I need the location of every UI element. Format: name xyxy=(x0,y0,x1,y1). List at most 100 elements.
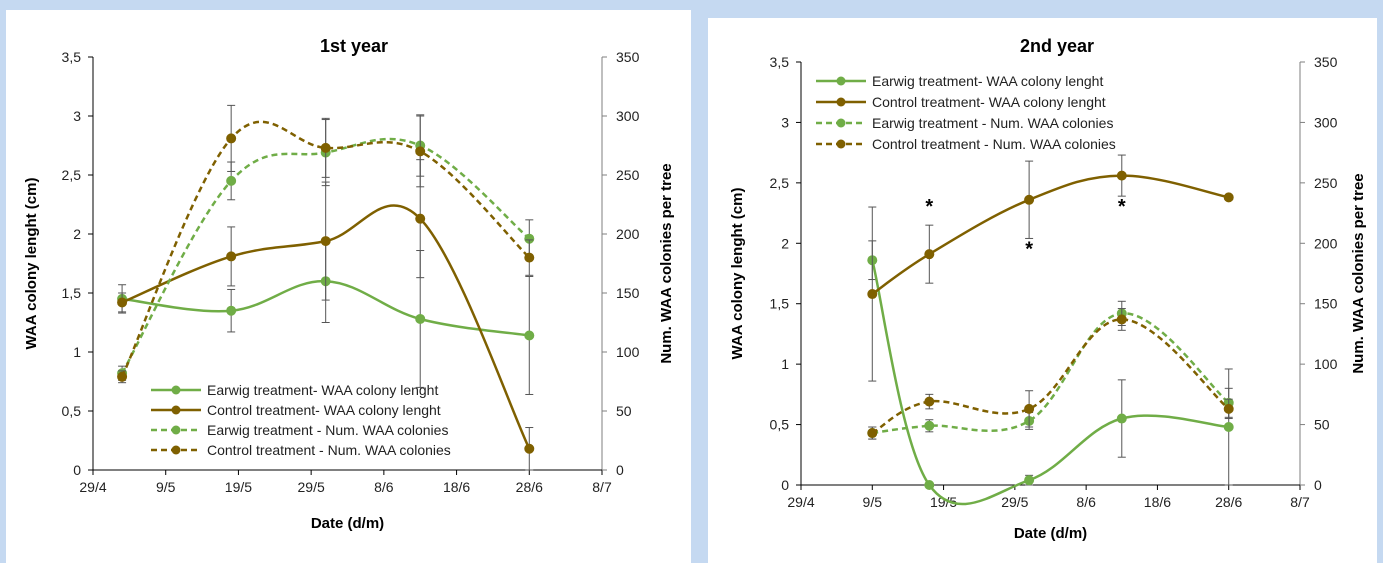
legend-marker xyxy=(836,139,846,149)
x-axis-label: Date (d/m) xyxy=(311,515,384,532)
y2-tick-label: 250 xyxy=(616,167,640,183)
data-point xyxy=(1116,413,1127,424)
legend-marker xyxy=(836,76,846,86)
legend-marker xyxy=(836,118,846,128)
legend-marker xyxy=(836,97,846,107)
y2-axis-label: Num. WAA colonies per tree xyxy=(1350,173,1367,373)
data-point xyxy=(226,251,237,262)
y2-tick-label: 100 xyxy=(616,344,640,360)
series-line-1 xyxy=(871,259,1229,506)
significance-marker: * xyxy=(1025,238,1033,260)
x-tick-label: 8/6 xyxy=(1076,494,1096,510)
y-tick-label: 1 xyxy=(73,344,81,360)
chart-title: 1st year xyxy=(320,36,388,56)
series-line-4 xyxy=(871,318,1230,435)
data-point xyxy=(867,289,878,300)
data-point xyxy=(415,313,426,324)
y2-axis-label: Num. WAA colonies per tree xyxy=(658,163,675,363)
x-tick-label: 18/6 xyxy=(443,479,470,495)
legend-label: Control treatment - Num. WAA colonies xyxy=(207,442,451,458)
chart-panel-1st-year: 1st year 29/4 9/5 19/5 29/5 8/6 18/6 28/6 8/7 0 0,… xyxy=(6,10,691,563)
legend-marker xyxy=(171,405,181,415)
y2-tick-label: 0 xyxy=(1314,477,1322,493)
x-tick-label: 29/4 xyxy=(79,479,106,495)
data-point xyxy=(867,428,878,439)
x-tick-label: 9/5 xyxy=(156,479,176,495)
x-tick-label: 28/6 xyxy=(1215,494,1242,510)
y-tick-label: 0,5 xyxy=(62,403,82,419)
data-point xyxy=(117,371,128,382)
chart-panel-2nd-year: 2nd year 29/4 9/5 19/5 29/5 8/6 18/6 28/6 8/7 0 0,… xyxy=(708,18,1377,563)
data-point xyxy=(415,146,426,157)
data-point xyxy=(1116,314,1127,325)
data-point xyxy=(226,175,237,186)
y-tick-label: 1 xyxy=(781,356,789,372)
y-axis-label: WAA colony lenght (cm) xyxy=(23,178,40,350)
legend-label: Control treatment- WAA colony lenght xyxy=(872,94,1106,110)
x-tick-label: 28/6 xyxy=(516,479,543,495)
legend-label: Earwig treatment - Num. WAA colonies xyxy=(207,422,448,438)
series-line-2 xyxy=(121,204,531,450)
legend-label: Earwig treatment- WAA colony lenght xyxy=(207,382,438,398)
y-tick-label: 3 xyxy=(781,114,789,130)
y-tick-label: 0 xyxy=(781,477,789,493)
x-tick-label: 9/5 xyxy=(863,494,883,510)
data-point xyxy=(524,330,535,341)
y2-tick-label: 250 xyxy=(1314,175,1338,191)
x-tick-label: 29/5 xyxy=(1001,494,1028,510)
data-point xyxy=(524,443,535,454)
y-tick-label: 2 xyxy=(781,235,789,251)
legend-marker xyxy=(171,385,181,395)
y2-tick-label: 350 xyxy=(1314,54,1338,70)
y2-tick-label: 200 xyxy=(1314,235,1338,251)
y2-tick-label: 150 xyxy=(1314,296,1338,312)
y2-tick-label: 200 xyxy=(616,226,640,242)
y-tick-label: 3,5 xyxy=(62,49,82,65)
y-tick-label: 1,5 xyxy=(770,296,790,312)
y-tick-label: 2,5 xyxy=(770,175,790,191)
series-line-2 xyxy=(871,174,1229,296)
y2-tick-label: 50 xyxy=(1314,417,1330,433)
y-tick-label: 0 xyxy=(73,462,81,478)
x-tick-label: 8/6 xyxy=(374,479,394,495)
data-point xyxy=(924,249,935,260)
y-tick-label: 2,5 xyxy=(62,167,82,183)
y2-tick-label: 150 xyxy=(616,285,640,301)
data-point xyxy=(524,252,535,263)
legend-marker xyxy=(171,425,181,435)
data-point xyxy=(924,396,935,407)
y2-tick-label: 100 xyxy=(1314,356,1338,372)
x-axis-label: Date (d/m) xyxy=(1014,525,1087,542)
significance-marker: * xyxy=(925,196,933,218)
y-tick-label: 3 xyxy=(73,108,81,124)
y-tick-label: 2 xyxy=(73,226,81,242)
legend-label: Control treatment- WAA colony lenght xyxy=(207,402,441,418)
series-line-3 xyxy=(872,312,1230,435)
y-axis-label: WAA colony lenght (cm) xyxy=(729,188,746,360)
legend-marker xyxy=(171,445,181,455)
data-point xyxy=(1223,403,1234,414)
data-point xyxy=(320,142,331,153)
x-tick-label: 8/7 xyxy=(1290,494,1310,510)
data-point xyxy=(226,133,237,144)
data-point xyxy=(415,213,426,224)
y2-tick-label: 0 xyxy=(616,462,624,478)
data-point xyxy=(1024,403,1035,414)
y2-tick-label: 300 xyxy=(616,108,640,124)
data-point xyxy=(320,236,331,247)
significance-marker: * xyxy=(1118,196,1126,218)
data-point xyxy=(1116,170,1127,181)
legend-label: Earwig treatment- WAA colony lenght xyxy=(872,73,1103,89)
y-tick-label: 1,5 xyxy=(62,285,82,301)
y2-tick-label: 50 xyxy=(616,403,632,419)
series-line-4 xyxy=(120,120,531,378)
x-tick-label: 29/4 xyxy=(787,494,814,510)
chart-title: 2nd year xyxy=(1020,36,1094,56)
data-point xyxy=(1024,194,1035,205)
x-tick-label: 19/5 xyxy=(930,494,957,510)
x-tick-label: 8/7 xyxy=(592,479,612,495)
y2-tick-label: 350 xyxy=(616,49,640,65)
data-point xyxy=(1223,192,1234,203)
